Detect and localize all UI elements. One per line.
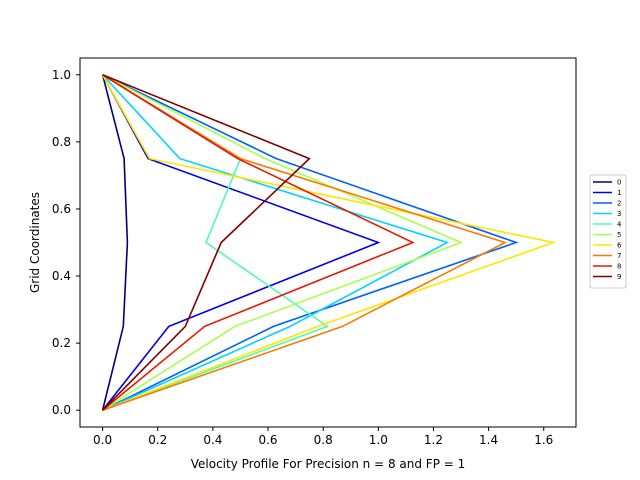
series-line-6: [101, 74, 557, 411]
series-line-1: [101, 74, 381, 411]
y-tick-label: 0.0: [52, 403, 71, 417]
x-tick-label: 0.8: [314, 433, 333, 447]
x-tick-label: 1.6: [534, 433, 553, 447]
y-tick-label: 0.6: [52, 202, 71, 216]
series-line-0: [101, 74, 129, 411]
series-line-3: [102, 74, 450, 411]
y-axis-label: Grid Coordinates: [28, 192, 42, 293]
series-lines: [101, 74, 557, 411]
legend-label-7: 7: [617, 252, 621, 260]
x-tick-label: 1.4: [479, 433, 498, 447]
y-tick-label: 0.2: [52, 336, 71, 350]
plot-frame: [79, 57, 577, 428]
plot-area: [80, 58, 576, 427]
legend: 0 1 2 3 4 5 6 7 8 9: [589, 174, 627, 289]
legend-label-0: 0: [617, 179, 621, 187]
x-axis-ticks: 0.0 0.2 0.4 0.6 0.8 1.0 1.2 1.4 1.6: [93, 427, 553, 447]
legend-label-2: 2: [617, 200, 621, 208]
x-tick-label: 1.2: [424, 433, 443, 447]
series-line-7: [102, 74, 508, 411]
series-line-2: [102, 74, 519, 411]
y-tick-label: 0.8: [52, 135, 71, 149]
legend-label-3: 3: [617, 210, 621, 218]
x-tick-label: 0.0: [93, 433, 112, 447]
x-axis-label: Velocity Profile For Precision n = 8 and…: [191, 457, 466, 471]
y-tick-label: 0.4: [52, 269, 71, 283]
x-tick-label: 0.2: [148, 433, 167, 447]
legend-label-8: 8: [617, 263, 621, 271]
legend-label-9: 9: [617, 273, 621, 281]
legend-label-5: 5: [617, 231, 621, 239]
y-axis-ticks: 0.0 0.2 0.4 0.6 0.8 1.0: [52, 68, 80, 417]
legend-label-1: 1: [617, 189, 621, 197]
y-tick-label: 1.0: [52, 68, 71, 82]
x-tick-label: 0.6: [258, 433, 277, 447]
legend-label-4: 4: [617, 221, 622, 229]
x-tick-label: 1.0: [369, 433, 388, 447]
series-line-9: [102, 74, 311, 411]
x-tick-label: 0.4: [203, 433, 222, 447]
series-line-8: [102, 74, 415, 411]
legend-label-6: 6: [617, 242, 622, 250]
series-line-5: [102, 74, 464, 411]
